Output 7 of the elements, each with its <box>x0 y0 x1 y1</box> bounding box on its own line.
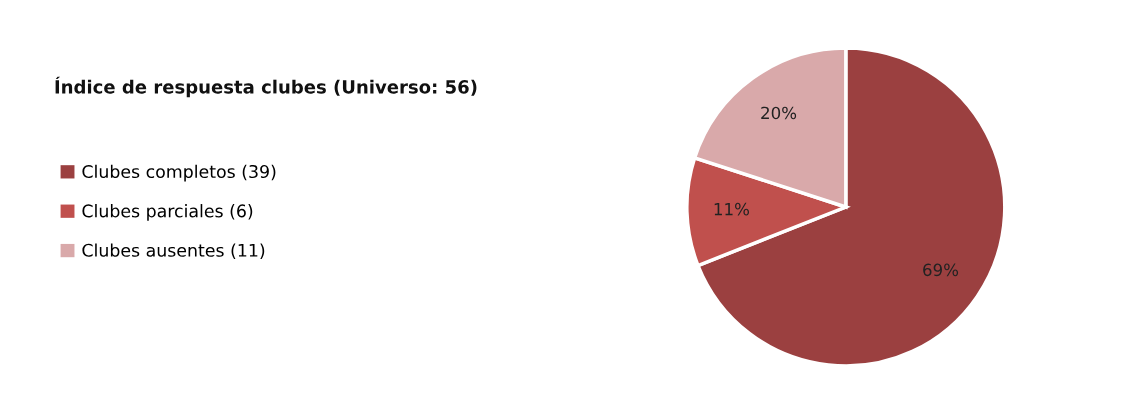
data-label: 69% <box>923 263 959 277</box>
legend-label: Clubes completos (39) <box>82 164 276 182</box>
data-label: 20% <box>761 106 797 120</box>
legend-label: Clubes ausentes (11) <box>82 243 265 259</box>
data-label: 11% <box>714 202 750 216</box>
text: Índice de respuesta clubes (Universo: 56) <box>55 76 477 98</box>
legend-label: Clubes parciales (6) <box>82 204 253 221</box>
